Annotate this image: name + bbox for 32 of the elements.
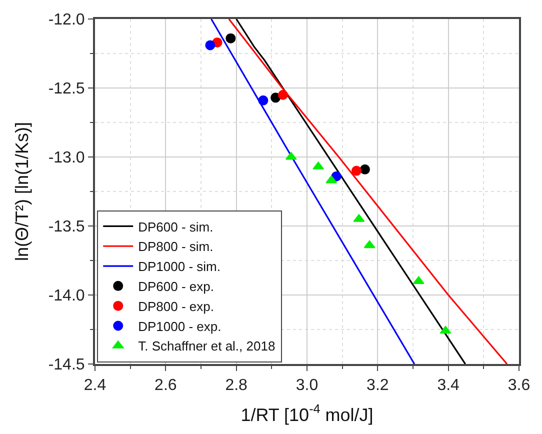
legend-label: DP1000 - exp.: [138, 318, 222, 334]
line-series: [228, 19, 508, 364]
y-tick-label: -14.0: [48, 288, 85, 305]
y-tick-label: -14.5: [48, 356, 85, 374]
x-tick-label: 2.6: [154, 377, 177, 394]
point: [278, 90, 288, 100]
point: [360, 164, 370, 174]
point: [326, 175, 338, 184]
x-tick-label: 3.4: [437, 377, 460, 394]
y-tick-label: -12.5: [48, 80, 85, 98]
point: [258, 95, 268, 106]
y-tick-label: -12.0: [48, 12, 85, 29]
y-tick-label: -13.0: [48, 150, 85, 167]
x-tick-label: 3.0: [296, 377, 318, 394]
x-axis-title: 1/RT [10$^{-4}$ mol/J]: [240, 402, 374, 425]
x-tick-label: 2.8: [225, 377, 248, 394]
y-axis-title: ln(Θ/T²) [ln(1/Ks)]: [12, 122, 32, 262]
point: [205, 40, 216, 50]
point: [440, 326, 452, 334]
legend-label: DP600 - exp.: [138, 278, 214, 294]
x-tick-label: 3.6: [508, 377, 530, 394]
x-tick-label: 3.2: [366, 377, 389, 394]
legend-label: DP800 - exp.: [138, 298, 214, 314]
y-tick-label: -13.5: [48, 218, 85, 236]
legend-label: T. Schaffner et al., 2018: [138, 338, 276, 354]
legend-label: DP800 - sim.: [138, 239, 214, 254]
legend-label: DP1000 - sim.: [138, 259, 220, 274]
x-tick-label: 2.4: [84, 377, 106, 394]
point: [226, 33, 236, 44]
point: [351, 166, 362, 176]
point: [364, 240, 376, 248]
legend-label: DP600 - sim.: [138, 219, 214, 234]
